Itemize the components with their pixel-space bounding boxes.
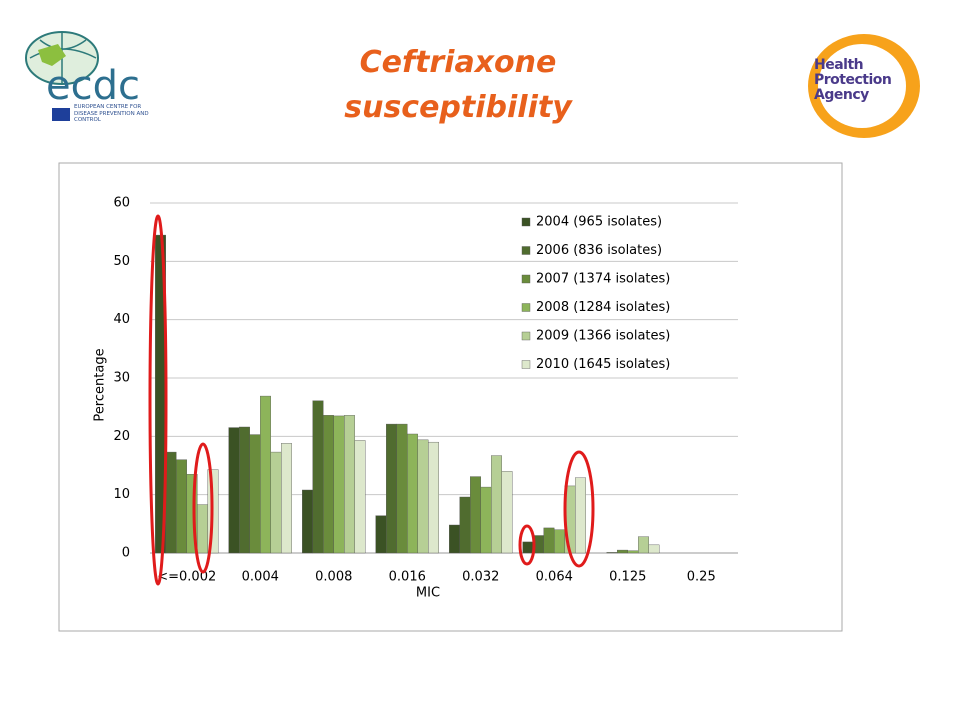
legend-swatch <box>521 331 531 341</box>
hpa-logo: Health Protection Agency <box>808 34 920 138</box>
bar <box>491 455 502 554</box>
legend-swatch <box>521 303 531 312</box>
ecdc-subtitle: EUROPEAN CENTRE FOR DISEASE PREVENTION A… <box>74 104 149 123</box>
y-tick-label: 30 <box>113 371 130 386</box>
bar <box>470 476 481 554</box>
bar <box>176 459 187 554</box>
y-tick-label: 50 <box>113 254 130 269</box>
bar <box>501 471 513 554</box>
x-tick-label: 0.016 <box>389 570 426 585</box>
x-tick-label: 0.125 <box>609 570 646 585</box>
bar <box>480 486 492 554</box>
bar <box>249 434 261 554</box>
y-tick-label: 20 <box>113 429 130 444</box>
bar <box>459 496 471 554</box>
x-axis-label: MIC <box>416 586 440 601</box>
bar <box>344 415 355 554</box>
x-tick-label: 0.008 <box>315 570 352 585</box>
ecdc-logo: ecdc EUROPEAN CENTRE FOR DISEASE PREVENT… <box>25 31 149 123</box>
legend-label: 2009 (1366 isolates) <box>536 329 670 344</box>
bar <box>648 544 660 554</box>
bar <box>386 423 397 554</box>
slide-title: Ceftriaxone susceptibility <box>344 45 572 125</box>
bar <box>197 504 208 554</box>
bar <box>627 550 639 554</box>
legend-label: 2008 (1284 isolates) <box>536 300 670 315</box>
legend-swatch <box>521 274 531 284</box>
hpa-inner <box>818 44 906 128</box>
bar <box>312 400 324 554</box>
eu-flag <box>52 108 70 121</box>
ecdc-subtitle-box: EUROPEAN CENTRE FOR DISEASE PREVENTION A… <box>74 104 149 123</box>
bar <box>281 443 292 554</box>
x-tick-label: 0.004 <box>242 570 279 585</box>
bar <box>354 440 366 554</box>
globe-land <box>38 44 66 66</box>
bar <box>428 441 439 554</box>
bar <box>543 527 555 554</box>
bar <box>575 477 586 554</box>
bar <box>333 415 345 554</box>
highlight-ellipse <box>148 214 168 586</box>
bar <box>617 549 628 554</box>
highlight-ellipse <box>518 524 536 566</box>
y-tick-label: 10 <box>113 487 130 502</box>
legend-label: 2007 (1374 isolates) <box>536 272 670 287</box>
bar <box>417 439 429 554</box>
chart-frame <box>58 162 843 632</box>
y-tick-label: 0 <box>122 546 130 561</box>
bar <box>165 451 177 554</box>
legend-label: 2004 (965 isolates) <box>536 215 662 230</box>
legend-swatch <box>521 246 531 255</box>
x-tick-label: 0.032 <box>462 570 499 585</box>
x-tick-label: 0.25 <box>687 570 716 585</box>
legend-label: 2006 (836 isolates) <box>536 243 662 258</box>
bar <box>522 541 534 554</box>
bar <box>228 427 240 554</box>
highlight-ellipse <box>563 450 595 568</box>
y-tick-label: 60 <box>113 196 130 211</box>
y-tick-label: 40 <box>113 312 130 327</box>
x-tick-label: <=0.002 <box>157 570 216 585</box>
highlight-ellipse <box>192 442 214 574</box>
legend-label: 2010 (1645 isolates) <box>536 357 670 372</box>
bar <box>407 433 418 554</box>
bar <box>449 524 460 554</box>
y-axis-label: Percentage <box>93 348 108 421</box>
bar <box>554 529 565 554</box>
bar <box>260 395 271 554</box>
bar <box>323 415 334 554</box>
bar <box>302 489 313 554</box>
x-tick-label: 0.064 <box>536 570 573 585</box>
legend-swatch <box>521 360 531 369</box>
bar <box>606 552 618 554</box>
ecdc-name: ecdc <box>46 63 140 109</box>
bar <box>638 536 649 554</box>
hpa-name-box: Health Protection Agency <box>814 58 892 103</box>
bar <box>270 451 282 554</box>
bar <box>375 515 387 554</box>
annotations <box>148 214 595 586</box>
hpa-name: Health Protection Agency <box>814 58 892 103</box>
legend-swatch <box>521 217 531 227</box>
plot: 0 10 20 30 40 50 60 <=0.002 0.004 0.008 0.016 0.032… <box>113 196 738 585</box>
bar <box>239 426 250 554</box>
bar <box>396 423 408 554</box>
